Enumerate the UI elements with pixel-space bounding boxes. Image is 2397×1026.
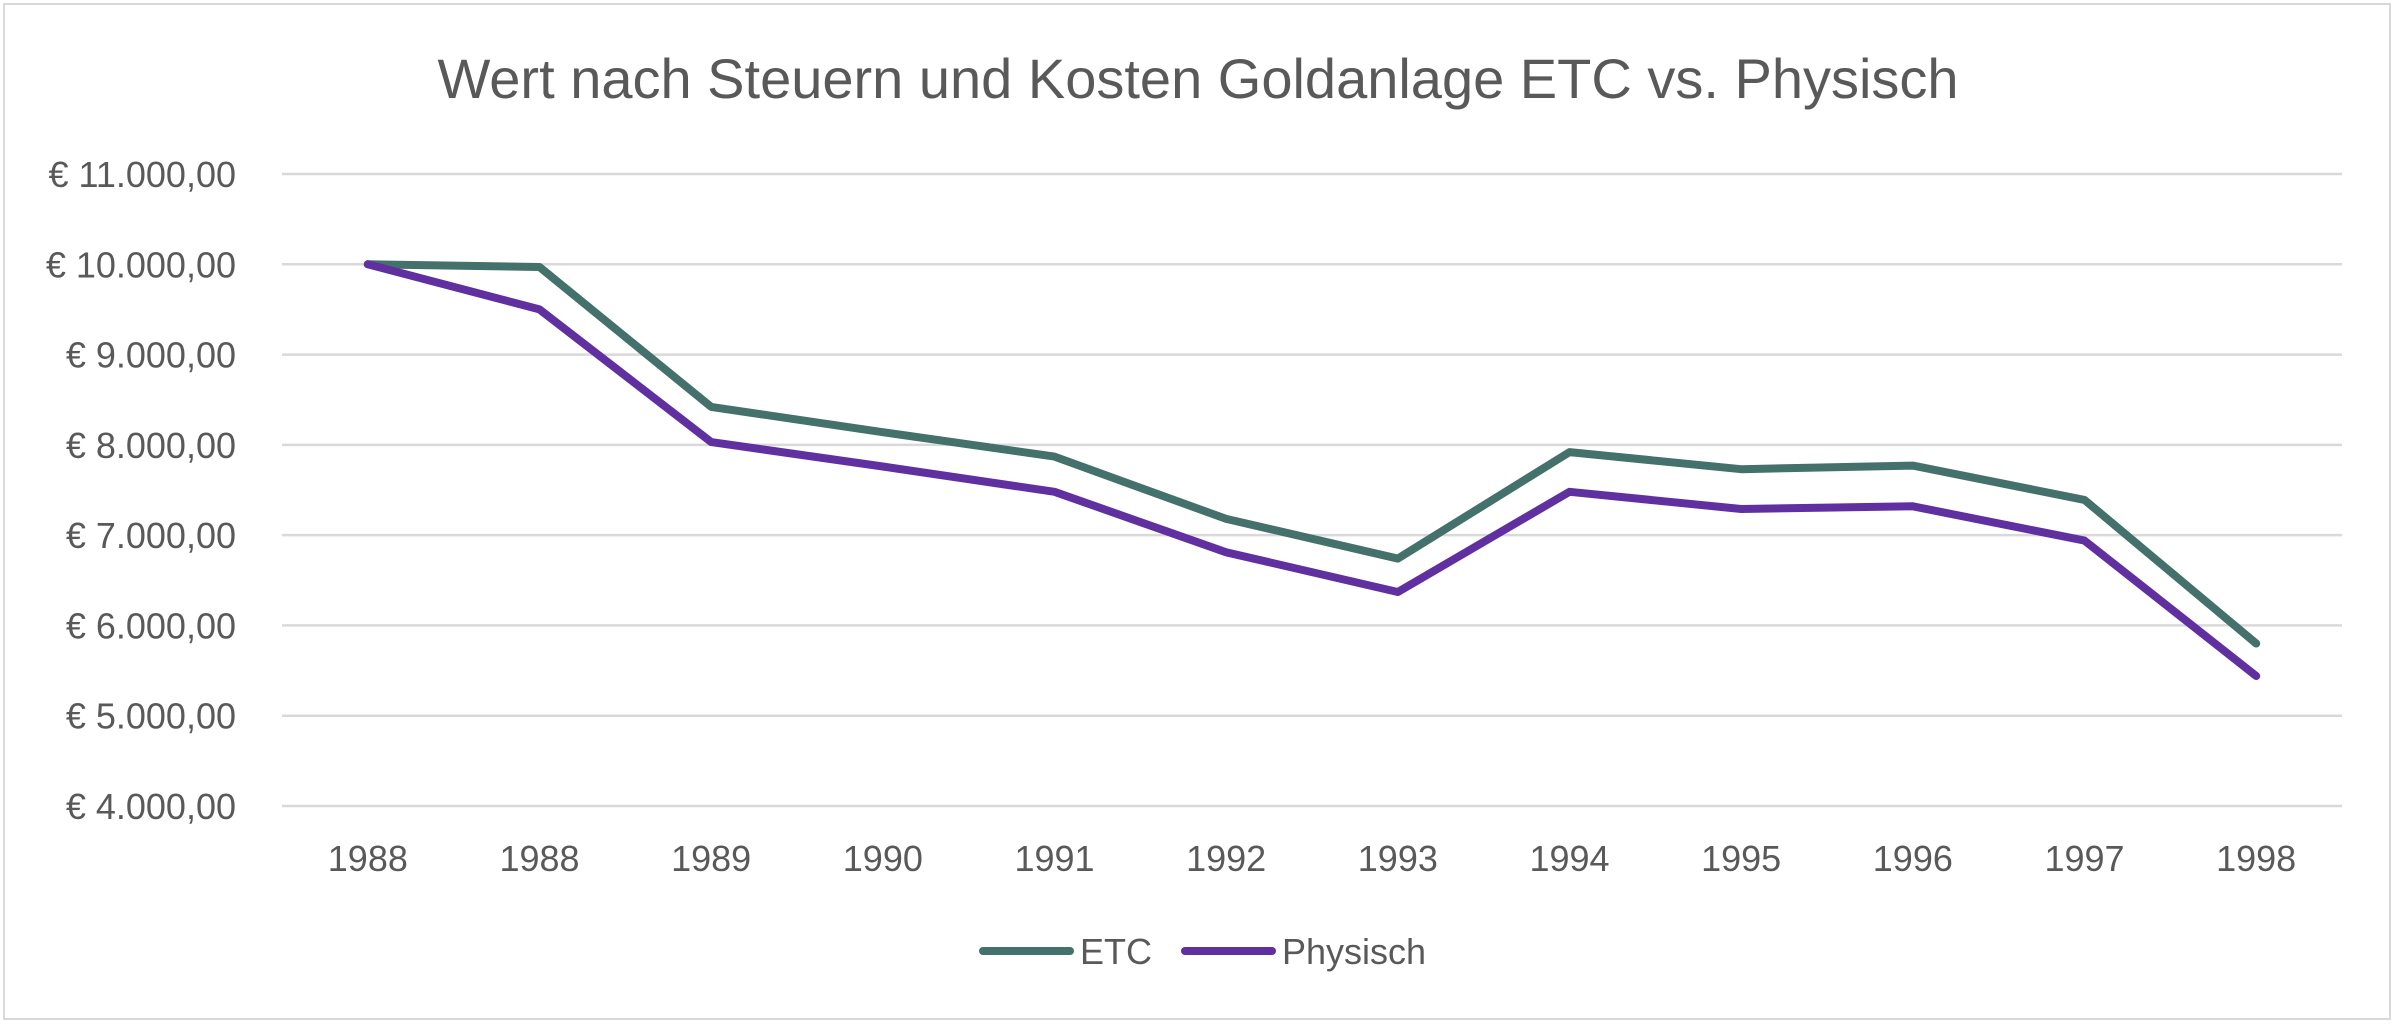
x-tick-label: 1990 [843, 838, 923, 879]
legend[interactable]: ETC Physisch [979, 931, 1426, 972]
y-tick-label: € 8.000,00 [66, 425, 236, 466]
x-tick-label: 1996 [1873, 838, 1953, 879]
y-axis-ticks: € 4.000,00 € 5.000,00 € 6.000,00 € 7.000,00… [46, 154, 236, 827]
x-tick-label: 1993 [1358, 838, 1438, 879]
series-lines [363, 260, 2261, 680]
x-tick-label: 1988 [328, 838, 408, 879]
series-line-physisch [363, 260, 2261, 680]
gridlines [282, 172, 2342, 808]
y-tick-label: € 6.000,00 [66, 605, 236, 646]
legend-item-physisch[interactable]: Physisch [1181, 931, 1426, 972]
y-tick-label: € 9.000,00 [66, 335, 236, 376]
y-tick-label: € 7.000,00 [66, 515, 236, 556]
y-tick-label: € 5.000,00 [66, 696, 236, 737]
x-tick-label: 1992 [1186, 838, 1266, 879]
x-tick-label: 1991 [1014, 838, 1094, 879]
y-tick-label: € 11.000,00 [48, 154, 236, 195]
x-tick-label: 1988 [499, 838, 579, 879]
legend-label: ETC [1080, 931, 1152, 972]
chart-title: Wert nach Steuern und Kosten Goldanlage … [437, 47, 1958, 110]
x-tick-label: 1995 [1701, 838, 1781, 879]
y-tick-label: € 4.000,00 [66, 786, 236, 827]
x-tick-label: 1989 [671, 838, 751, 879]
x-axis-ticks: 1988 1988 1989 1990 1991 1992 1993 1994 1995 1996… [328, 838, 2296, 879]
y-tick-label: € 10.000,00 [46, 244, 236, 285]
x-tick-label: 1998 [2216, 838, 2296, 879]
x-tick-label: 1997 [2044, 838, 2124, 879]
series-line-etc [363, 260, 2261, 648]
legend-label: Physisch [1282, 931, 1426, 972]
x-tick-label: 1994 [1529, 838, 1609, 879]
legend-item-etc[interactable]: ETC [979, 931, 1152, 972]
